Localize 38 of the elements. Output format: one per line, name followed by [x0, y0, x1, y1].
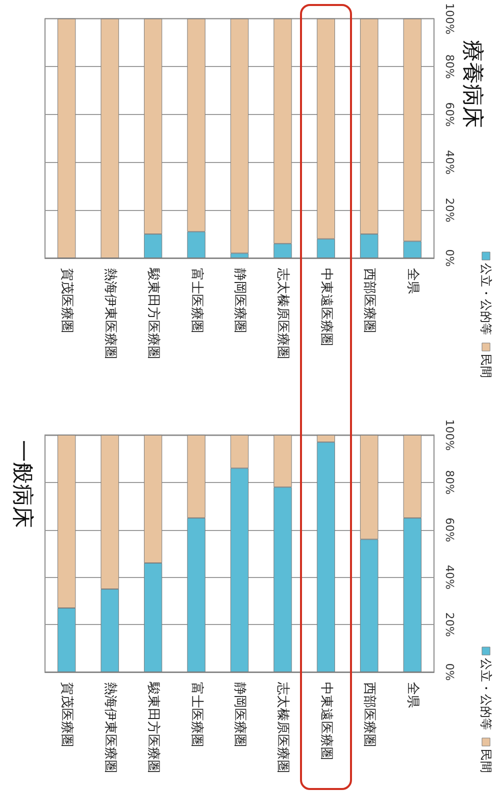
- x-tick-label: 駿東田方医療圏: [146, 267, 162, 359]
- y-tick-label: 0%: [443, 663, 456, 681]
- x-tick-label: 全県: [404, 682, 420, 708]
- legend-label: 公立・公的等: [479, 658, 493, 730]
- x-tick-label: 富士医療圏: [188, 682, 205, 747]
- x-tick-label: 中東遠医療圏: [318, 268, 334, 346]
- text: 療養病床: [460, 40, 484, 128]
- y-tick-label: 80%: [443, 54, 456, 79]
- legend-label: 民間: [479, 354, 493, 378]
- x-tick-label: 西部医療圏: [362, 682, 377, 747]
- bar: [58, 18, 76, 258]
- y-tick-label: 40%: [443, 564, 456, 590]
- x-tick-label: 志太榛原医療圏: [275, 268, 290, 359]
- y-tick-label: 60%: [443, 102, 456, 127]
- legend-label: 民間: [479, 749, 493, 773]
- y-tick-label: 100%: [443, 2, 456, 34]
- x-tick-label: 全県: [404, 268, 420, 294]
- x-tick-label: 熱海伊東医療圏: [102, 268, 118, 359]
- x-tick-label: 静岡医療圏: [232, 268, 247, 333]
- x-tick-label: 駿東田方医療圏: [146, 681, 162, 773]
- x-tick-label: 熱海伊東医療圏: [102, 682, 118, 773]
- bar: [100, 18, 119, 258]
- legend-label: 公立・公的等: [479, 263, 493, 335]
- y-tick-label: 40%: [443, 150, 456, 175]
- y-tick-label: 0%: [443, 249, 456, 267]
- y-tick-label: 20%: [443, 198, 456, 222]
- x-tick-label: 賀茂医療圏: [59, 268, 74, 333]
- y-tick-label: 80%: [443, 470, 456, 495]
- x-tick-label: 中東遠医療圏: [318, 682, 334, 760]
- y-tick-label: 60%: [443, 518, 456, 542]
- x-tick-label: 賀茂医療圏: [59, 682, 74, 747]
- y-tick-label: 20%: [443, 612, 456, 637]
- y-tick-label: 100%: [443, 419, 456, 451]
- text: 一般病床: [10, 440, 34, 528]
- x-tick-label: 富士医療圏: [188, 268, 205, 333]
- x-tick-label: 静岡医療圏: [232, 682, 247, 747]
- x-tick-label: 西部医療圏: [362, 268, 377, 333]
- x-tick-label: 志太榛原医療圏: [275, 682, 290, 773]
